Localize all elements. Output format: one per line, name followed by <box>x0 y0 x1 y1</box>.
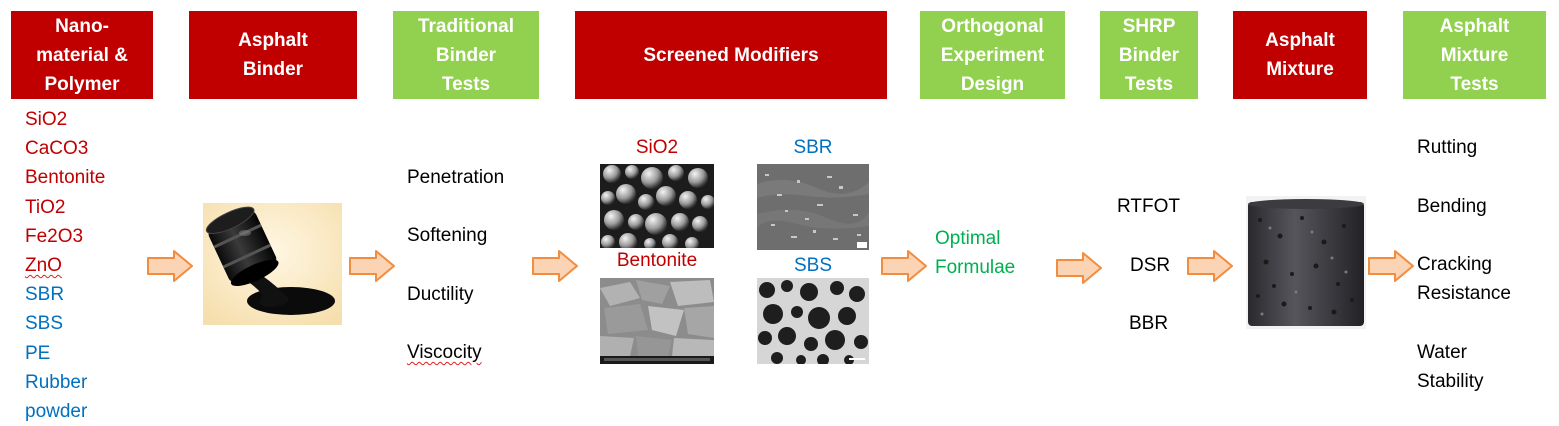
orange-right-arrow-icon <box>1368 250 1414 282</box>
orange-right-arrow-icon <box>147 250 193 282</box>
test-cracking-resistance: Cracking Resistance <box>1417 254 1511 304</box>
asphalt-barrel-icon <box>203 203 342 325</box>
orange-right-arrow-icon <box>532 250 578 282</box>
caption-sbr: SBR <box>793 137 833 158</box>
sbr-micrograph-image <box>757 164 869 250</box>
orange-right-arrow-icon <box>881 250 927 282</box>
material-sio2: SiO2 <box>25 109 68 130</box>
material-rubber: Rubber <box>25 371 88 393</box>
header-asphalt-mixture: Asphalt Mixture <box>1233 11 1367 99</box>
caption-bentonite: Bentonite <box>616 250 698 271</box>
test-dsr: DSR <box>1130 255 1171 276</box>
header-nanomaterial-polymer: Nano- material & Polymer <box>11 11 153 99</box>
header-traditional-binder-tests: Traditional Binder Tests <box>393 11 539 99</box>
sbs-micrograph-image <box>757 278 869 364</box>
header-screened-modifiers: Screened Modifiers <box>575 11 887 99</box>
header-asphalt-binder: Asphalt Binder <box>189 11 357 99</box>
material-sbs: SBS <box>25 313 64 335</box>
material-caco3: CaCO3 <box>25 138 89 160</box>
test-bending: Bending <box>1417 196 1487 217</box>
test-ductility: Ductility <box>407 284 474 305</box>
test-rutting: Rutting <box>1417 137 1478 158</box>
material-pe: PE <box>25 342 51 364</box>
orange-right-arrow-icon <box>1056 252 1102 284</box>
material-bentonite: Bentonite <box>25 167 106 189</box>
test-softening: Softening <box>407 225 488 246</box>
orange-right-arrow-icon <box>349 250 395 282</box>
test-rtfot: RTFOT <box>1117 196 1180 217</box>
material-fe2o3: Fe2O3 <box>25 225 84 247</box>
optimal-formulae-label: Optimal Formulae <box>935 228 1016 278</box>
header-orthogonal-experiment-design: Orthogonal Experiment Design <box>920 11 1065 99</box>
test-bbr: BBR <box>1129 313 1169 334</box>
material-tio2: TiO2 <box>25 196 66 218</box>
orange-right-arrow-icon <box>1187 250 1233 282</box>
header-shrp-binder-tests: SHRP Binder Tests <box>1100 11 1198 99</box>
material-powder: powder <box>25 401 88 423</box>
asphalt-mixture-specimen-image <box>1246 196 1366 329</box>
material-list: SiO2 CaCO3 Bentonite TiO2 Fe2O3 ZnO SBR … <box>25 105 105 426</box>
test-penetration: Penetration <box>407 167 505 188</box>
caption-sio2: SiO2 <box>635 137 679 158</box>
header-asphalt-mixture-tests: Asphalt Mixture Tests <box>1403 11 1546 99</box>
material-zno: ZnO <box>25 255 62 277</box>
caption-sbs: SBS <box>793 255 833 276</box>
test-water-stability: Water Stability <box>1417 342 1484 392</box>
material-sbr: SBR <box>25 284 65 306</box>
sio2-micrograph-image <box>600 164 714 248</box>
bentonite-micrograph-image <box>600 278 714 364</box>
test-viscocity: Viscocity <box>407 342 482 363</box>
